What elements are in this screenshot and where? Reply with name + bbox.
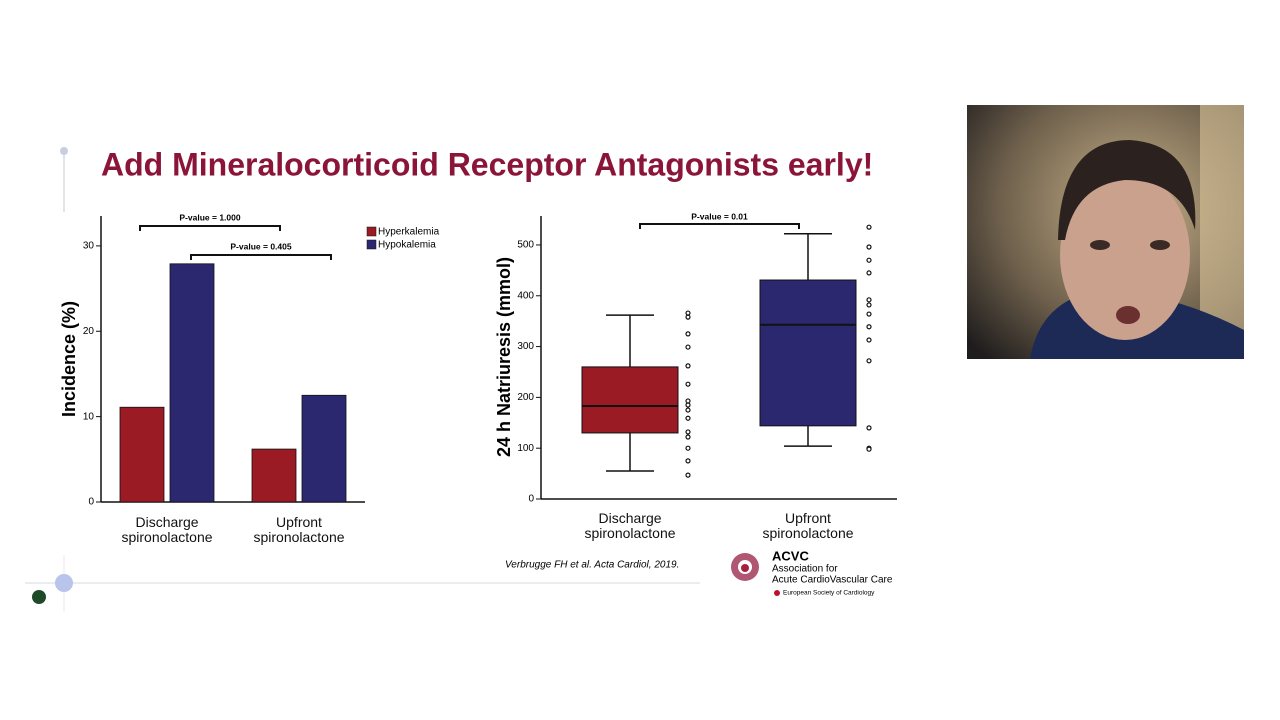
legend-label: Hypokalemia: [378, 240, 436, 251]
outlier: [685, 458, 691, 464]
webcam-eye: [1090, 240, 1110, 250]
y-tick-label: 200: [517, 392, 534, 403]
outlier: [685, 344, 691, 350]
webcam-eye: [1150, 240, 1170, 250]
outlier: [866, 337, 872, 343]
legend-swatch: [366, 226, 377, 237]
box: [759, 279, 857, 427]
box: [581, 366, 679, 434]
x-tick-label: Discharge spironolactone: [584, 510, 676, 541]
webcam-hair: [1058, 140, 1196, 240]
y-tick-label: 400: [517, 290, 534, 301]
x-tick-label: Upfront spironolactone: [762, 510, 854, 541]
logo-mark: [741, 564, 749, 572]
y-axis-label: Incidence (%): [59, 301, 79, 417]
y-tick-label: 300: [517, 341, 534, 352]
p-bracket: [639, 223, 800, 229]
y-tick-label: 10: [83, 411, 95, 422]
outlier: [685, 434, 691, 440]
outlier: [866, 311, 872, 317]
outlier: [685, 310, 691, 316]
outlier: [685, 363, 691, 369]
outlier: [866, 446, 872, 452]
outlier: [866, 244, 872, 250]
p-bracket: [190, 254, 332, 260]
outlier: [866, 425, 872, 431]
outlier: [685, 415, 691, 421]
y-tick-label: 500: [517, 240, 534, 251]
y-tick-label: 30: [83, 241, 95, 252]
p-value: P-value = 1.000: [179, 212, 240, 222]
logo-society: European Society of Cardiology: [783, 590, 875, 597]
outlier: [685, 472, 691, 478]
y-tick-label: 0: [88, 497, 94, 508]
bar: [301, 394, 347, 503]
x-tick-label: Discharge spironolactone: [121, 514, 213, 545]
slide-dot: [60, 147, 68, 155]
outlier: [685, 398, 691, 404]
webcam-face: [1060, 170, 1190, 340]
bar: [119, 406, 165, 503]
logo-acronym: ACVC: [772, 548, 809, 563]
webcam: [967, 105, 1244, 359]
outlier: [866, 257, 872, 263]
p-value: P-value = 0.01: [691, 211, 748, 221]
bar: [251, 448, 297, 503]
y-axis-label: 24 h Natriuresis (mmol): [494, 257, 514, 457]
outlier: [685, 407, 691, 413]
outlier: [685, 381, 691, 387]
slide-title: Add Mineralocorticoid Receptor Antagonis…: [101, 146, 873, 182]
y-tick-label: 100: [517, 443, 534, 454]
legend-swatch: [366, 239, 377, 250]
outlier: [685, 314, 691, 320]
outlier: [866, 302, 872, 308]
webcam-mouth: [1116, 306, 1140, 324]
p-bracket: [139, 225, 281, 231]
outlier: [866, 270, 872, 276]
citation: Verbrugge FH et al. Acta Cardiol, 2019.: [505, 560, 679, 571]
y-tick-label: 0: [528, 494, 534, 505]
outlier: [685, 331, 691, 337]
outlier: [685, 429, 691, 435]
logo-text: Acute CardioVascular Care: [772, 575, 893, 586]
outlier: [685, 445, 691, 451]
logo-heart: [774, 590, 780, 596]
outlier: [866, 324, 872, 330]
logo-text: Association for: [772, 564, 838, 575]
legend-label: Hyperkalemia: [378, 227, 440, 238]
x-tick-label: Upfront spironolactone: [253, 514, 345, 545]
bar: [169, 263, 215, 503]
logo: ACVC Association for Acute CardioVascula…: [731, 548, 893, 597]
outlier: [685, 402, 691, 408]
edit-button[interactable]: [32, 590, 46, 604]
p-value: P-value = 0.405: [230, 241, 291, 251]
progress-knob[interactable]: [55, 574, 73, 592]
outlier: [866, 224, 872, 230]
outlier: [866, 358, 872, 364]
outlier: [866, 297, 872, 303]
y-tick-label: 20: [83, 326, 95, 337]
